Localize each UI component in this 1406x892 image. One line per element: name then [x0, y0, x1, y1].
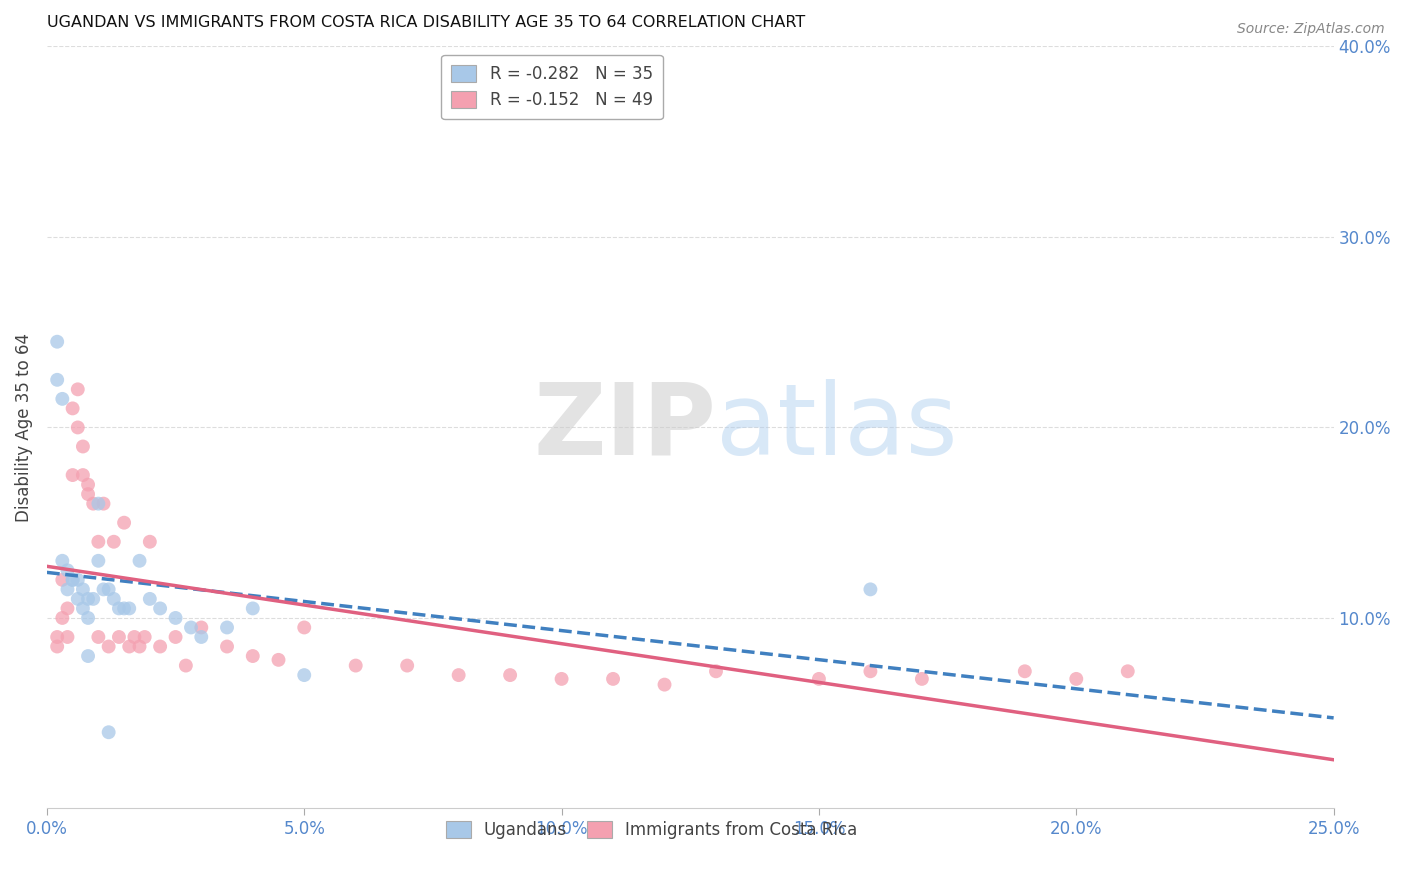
Point	[51, 573, 73, 587]
Point	[77, 611, 100, 625]
Point	[859, 582, 882, 597]
Point	[128, 554, 150, 568]
Point	[190, 620, 212, 634]
Point	[165, 630, 187, 644]
Point	[66, 591, 89, 606]
Point	[215, 640, 238, 654]
Point	[72, 601, 94, 615]
Point	[180, 620, 202, 634]
Point	[149, 601, 172, 615]
Point	[550, 672, 572, 686]
Point	[103, 534, 125, 549]
Point	[292, 668, 315, 682]
Point	[51, 392, 73, 406]
Point	[97, 582, 120, 597]
Point	[97, 640, 120, 654]
Point	[242, 648, 264, 663]
Point	[344, 658, 367, 673]
Point	[1064, 672, 1087, 686]
Point	[46, 640, 69, 654]
Point	[62, 573, 84, 587]
Point	[56, 582, 79, 597]
Point	[46, 334, 69, 349]
Legend: Ugandans, Immigrants from Costa Rica: Ugandans, Immigrants from Costa Rica	[439, 814, 865, 846]
Point	[124, 630, 146, 644]
Point	[62, 401, 84, 416]
Point	[77, 487, 100, 501]
Point	[87, 630, 110, 644]
Point	[139, 534, 162, 549]
Point	[77, 648, 100, 663]
Point	[46, 630, 69, 644]
Text: UGANDAN VS IMMIGRANTS FROM COSTA RICA DISABILITY AGE 35 TO 64 CORRELATION CHART: UGANDAN VS IMMIGRANTS FROM COSTA RICA DI…	[46, 15, 806, 30]
Point	[704, 665, 727, 679]
Point	[62, 573, 84, 587]
Point	[112, 601, 135, 615]
Point	[108, 601, 131, 615]
Point	[97, 725, 120, 739]
Point	[66, 382, 89, 396]
Point	[911, 672, 934, 686]
Point	[807, 672, 830, 686]
Point	[654, 678, 676, 692]
Point	[77, 477, 100, 491]
Point	[72, 468, 94, 483]
Text: ZIP: ZIP	[533, 379, 716, 476]
Point	[134, 630, 156, 644]
Point	[859, 665, 882, 679]
Point	[174, 658, 197, 673]
Point	[82, 497, 104, 511]
Text: atlas: atlas	[716, 379, 957, 476]
Point	[62, 468, 84, 483]
Point	[499, 668, 522, 682]
Point	[93, 582, 115, 597]
Point	[66, 420, 89, 434]
Point	[447, 668, 470, 682]
Point	[190, 630, 212, 644]
Point	[66, 573, 89, 587]
Point	[82, 591, 104, 606]
Point	[72, 440, 94, 454]
Point	[215, 620, 238, 634]
Point	[118, 601, 141, 615]
Point	[128, 640, 150, 654]
Point	[602, 672, 624, 686]
Point	[396, 658, 419, 673]
Point	[87, 534, 110, 549]
Point	[108, 630, 131, 644]
Text: Source: ZipAtlas.com: Source: ZipAtlas.com	[1237, 22, 1385, 37]
Point	[292, 620, 315, 634]
Point	[87, 497, 110, 511]
Point	[56, 563, 79, 577]
Point	[72, 582, 94, 597]
Point	[112, 516, 135, 530]
Point	[56, 630, 79, 644]
Point	[46, 373, 69, 387]
Point	[103, 591, 125, 606]
Point	[267, 653, 290, 667]
Y-axis label: Disability Age 35 to 64: Disability Age 35 to 64	[15, 333, 32, 522]
Point	[118, 640, 141, 654]
Point	[93, 497, 115, 511]
Point	[1116, 665, 1139, 679]
Point	[77, 591, 100, 606]
Point	[165, 611, 187, 625]
Point	[139, 591, 162, 606]
Point	[56, 601, 79, 615]
Point	[87, 554, 110, 568]
Point	[51, 554, 73, 568]
Point	[1014, 665, 1036, 679]
Point	[242, 601, 264, 615]
Point	[51, 611, 73, 625]
Point	[149, 640, 172, 654]
